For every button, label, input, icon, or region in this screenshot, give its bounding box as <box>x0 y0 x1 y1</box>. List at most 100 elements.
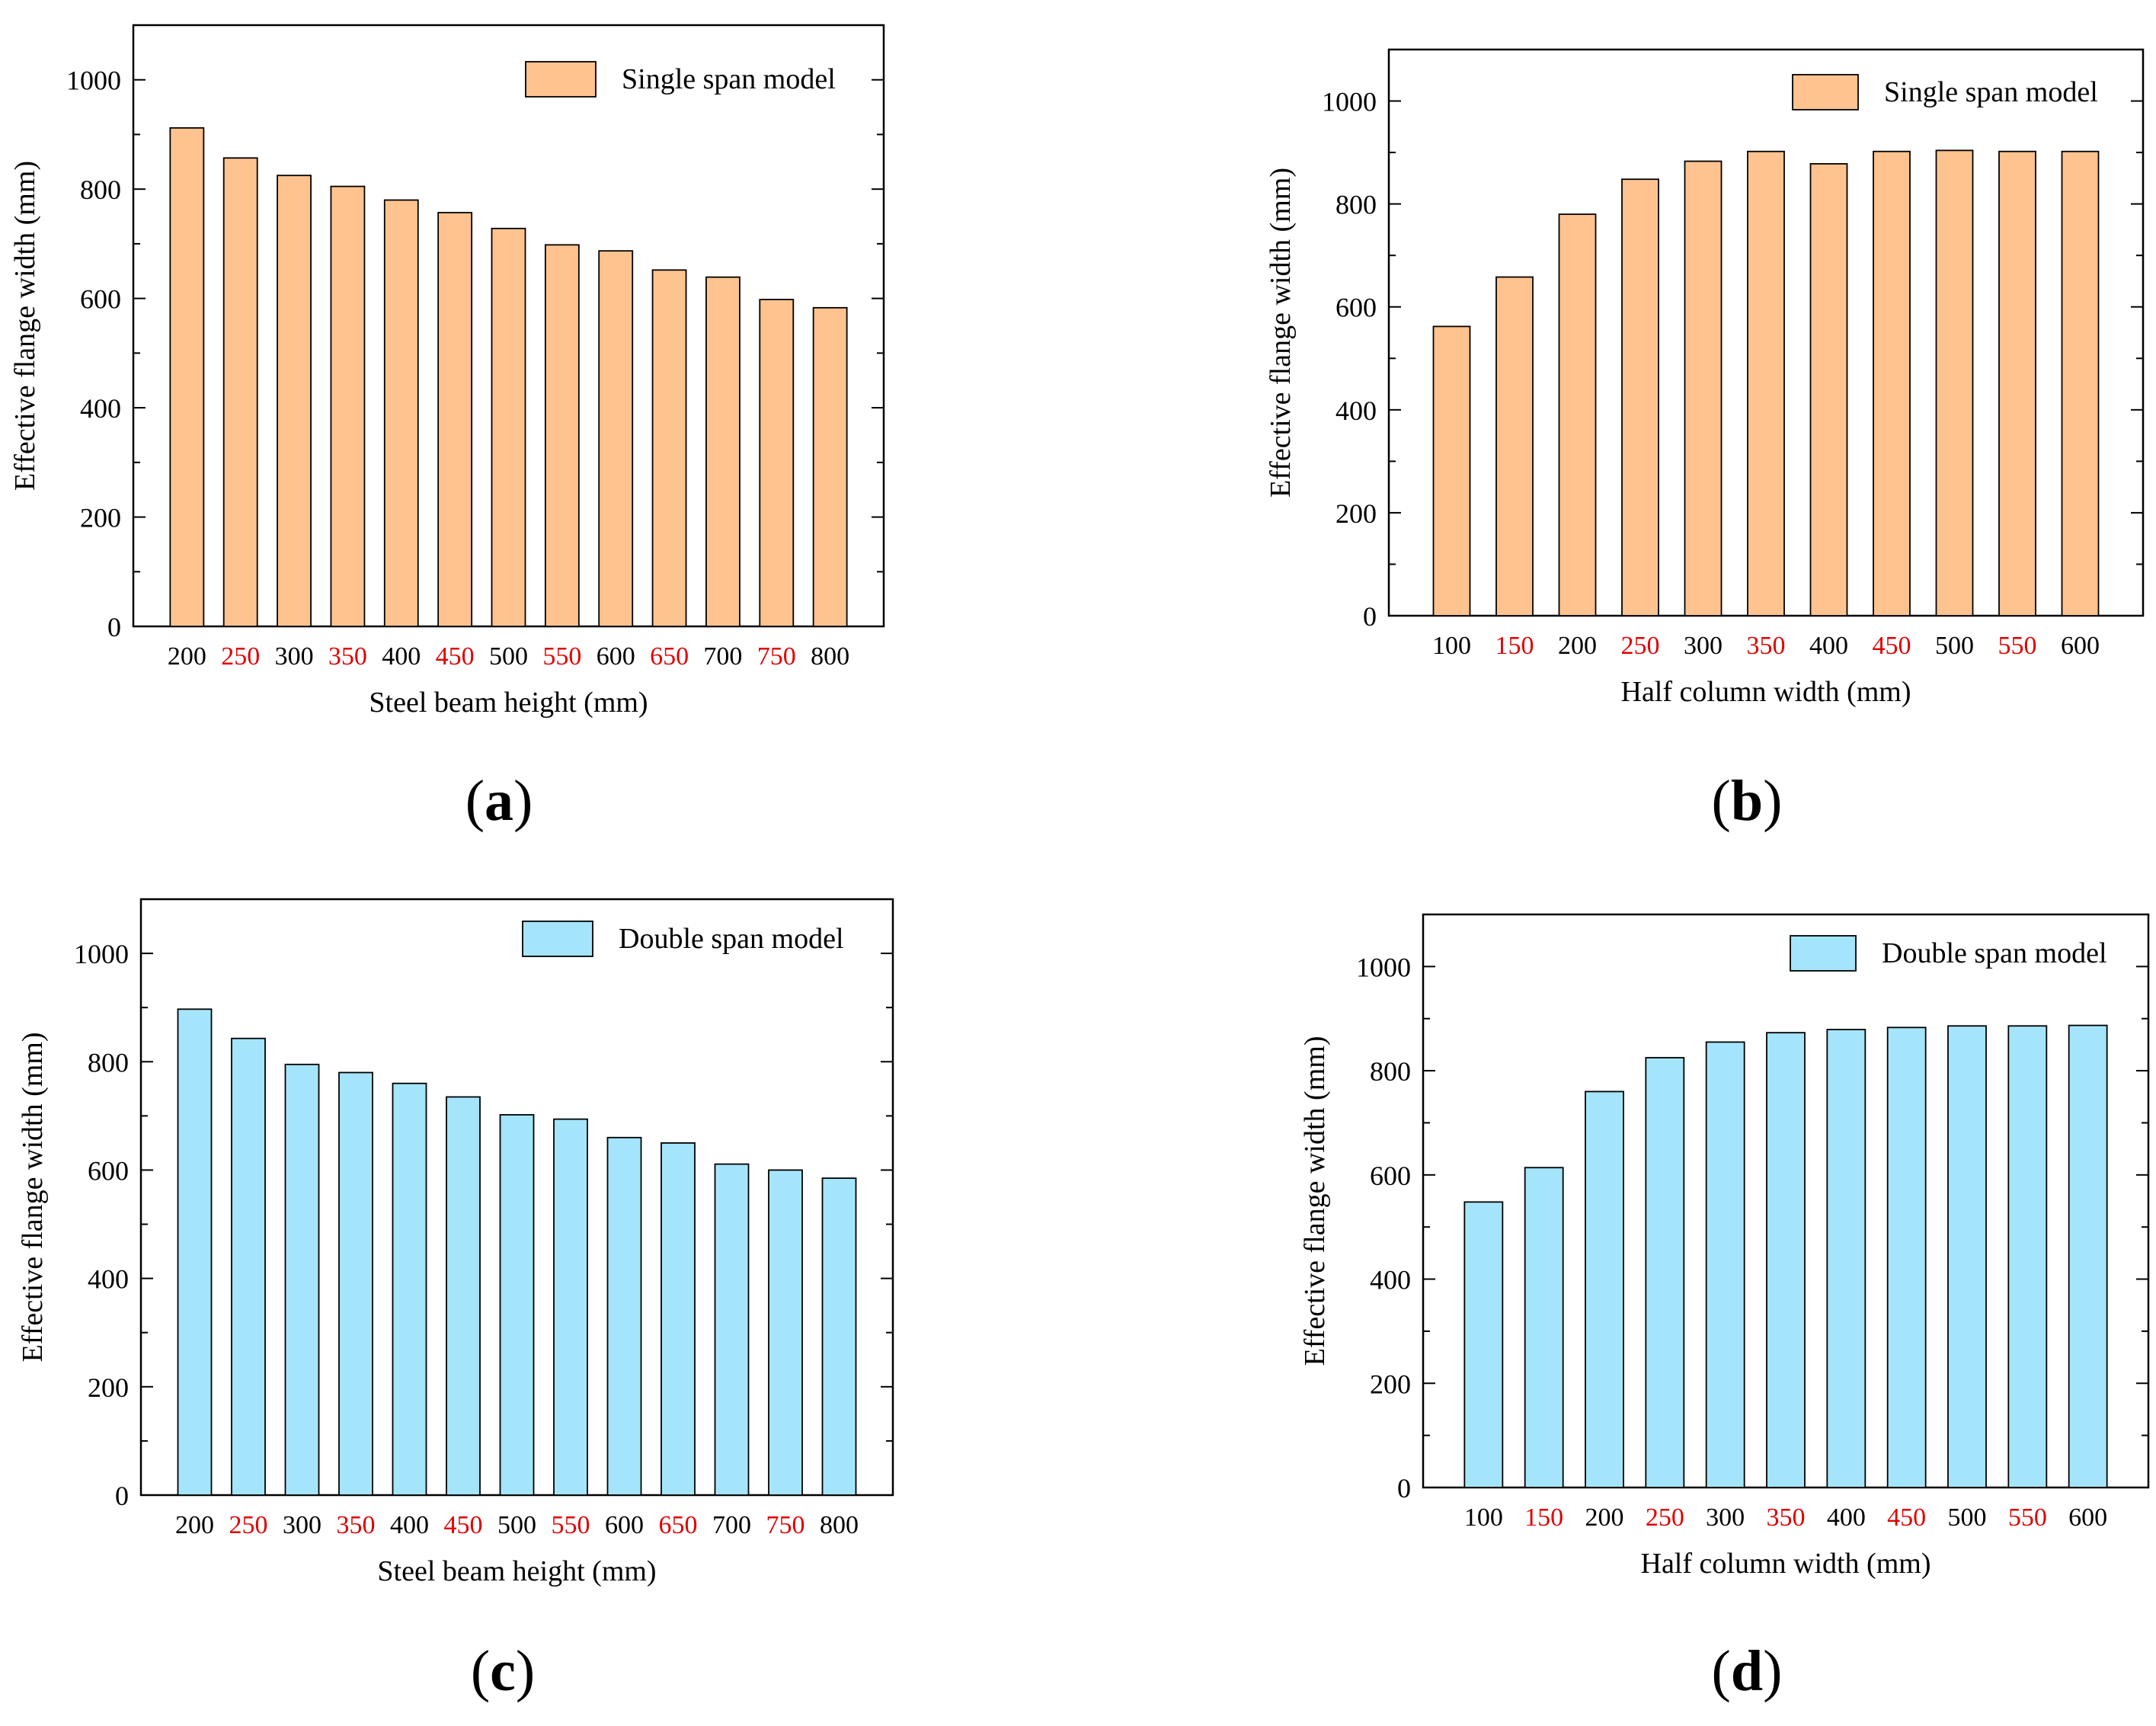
chart-a: 0 200 400 600 800 1000 200 250 300 350 400 450 500 55… <box>9 24 885 719</box>
y-tick-label: 400 <box>88 1264 129 1295</box>
x-tick-label: 400 <box>390 1511 429 1539</box>
x-tick-label: 550 <box>542 642 581 671</box>
x-tick-label: 550 <box>552 1511 590 1539</box>
x-tick-label: 100 <box>1464 1503 1503 1532</box>
y-tick-label: 1000 <box>66 66 121 96</box>
bar <box>1463 1201 1504 1488</box>
y-tick-label: 800 <box>88 1047 129 1078</box>
x-tick-label: 600 <box>2068 1503 2107 1532</box>
bar <box>544 244 580 627</box>
x-tick-label: 250 <box>229 1511 268 1539</box>
legend-swatch <box>525 61 597 98</box>
y-axis-label: Effective flange width (mm) <box>1265 168 1297 498</box>
x-tick-label: 500 <box>497 1511 536 1539</box>
x-tick-label: 600 <box>605 1511 644 1539</box>
x-tick-label: 500 <box>1935 632 1974 660</box>
x-tick-label: 200 <box>168 642 206 671</box>
y-axis-label: Effective flange width (mm) <box>9 161 41 491</box>
x-tick-label: 750 <box>766 1511 805 1539</box>
bar <box>2007 1025 2048 1488</box>
caption-b-letter: b <box>1730 769 1764 833</box>
bar <box>1947 1025 1987 1488</box>
bar <box>553 1118 588 1496</box>
x-tick-label: 300 <box>275 642 314 671</box>
bar <box>1585 1090 1624 1488</box>
x-tick-label: 300 <box>1684 632 1723 660</box>
bar <box>1873 150 1911 616</box>
bar <box>169 126 205 627</box>
y-tick-label: 400 <box>80 393 121 424</box>
chart-panel-c: 0 200 400 600 800 1000 200 250 300 350 400 450 500 55… <box>0 861 1078 1623</box>
x-tick-label: 650 <box>659 1511 698 1539</box>
legend-label: Double span model <box>619 923 844 955</box>
x-tick-label: 700 <box>703 642 742 671</box>
x-tick-label: 500 <box>1948 1503 1987 1532</box>
x-tick-label: 700 <box>712 1511 751 1539</box>
chart-d: 0 200 400 600 800 1000 100 150 200 250 300 350 400 45… <box>1299 913 2150 1580</box>
x-tick-label: 150 <box>1495 632 1534 660</box>
x-tick-label: 250 <box>1646 1503 1684 1532</box>
x-axis-label: Half column width (mm) <box>1621 676 1911 708</box>
caption-d: (d) <box>1711 1639 1783 1703</box>
bar <box>383 199 419 627</box>
x-tick-label: 100 <box>1432 632 1471 660</box>
caption-a-letter: a <box>485 769 513 833</box>
y-tick-label: 800 <box>80 175 121 205</box>
x-tick-label: 250 <box>1621 632 1660 660</box>
bar <box>499 1114 535 1496</box>
y-tick-label: 0 <box>115 1481 129 1511</box>
y-axis-label: Effective flange width (mm) <box>1299 1036 1331 1366</box>
x-tick-label: 200 <box>1585 1503 1624 1532</box>
bar <box>392 1082 427 1496</box>
caption-d-letter: d <box>1730 1639 1764 1703</box>
x-tick-label: 800 <box>820 1511 859 1539</box>
x-tick-label: 400 <box>382 642 421 671</box>
bar <box>177 1008 213 1496</box>
bar <box>2068 1024 2108 1488</box>
x-tick-label: 600 <box>597 642 635 671</box>
y-tick-label: 200 <box>1336 498 1377 529</box>
bar <box>1886 1026 1927 1488</box>
bar <box>1621 178 1659 616</box>
chart-b: 0 200 400 600 800 1000 100 150 200 250 300 350 400 45… <box>1265 48 2145 708</box>
x-tick-label: 150 <box>1524 1503 1563 1532</box>
bar <box>446 1096 481 1496</box>
legend-label: Double span model <box>1882 937 2107 969</box>
legend-label: Single span model <box>622 63 836 95</box>
bar <box>330 185 366 627</box>
y-tick-label: 600 <box>1370 1161 1411 1191</box>
y-tick-label: 1000 <box>74 939 129 969</box>
bar <box>705 276 741 627</box>
caption-b: (b) <box>1711 769 1783 833</box>
bar <box>714 1163 750 1496</box>
bar <box>1558 213 1597 616</box>
y-tick-label: 600 <box>1336 293 1377 323</box>
bar <box>1998 150 2036 616</box>
x-tick-label: 350 <box>337 1511 376 1539</box>
x-axis-label: Half column width (mm) <box>1641 1548 1931 1580</box>
x-axis-label: Steel beam height (mm) <box>369 687 648 719</box>
bar <box>661 1142 696 1496</box>
bar <box>768 1169 803 1496</box>
bar <box>821 1177 857 1496</box>
x-tick-label: 500 <box>489 642 528 671</box>
x-tick-label: 650 <box>650 642 689 671</box>
y-tick-label: 0 <box>107 612 121 642</box>
x-tick-label: 350 <box>1747 632 1786 660</box>
bar <box>491 227 526 627</box>
y-tick-label: 400 <box>1370 1265 1411 1295</box>
y-tick-label: 1000 <box>1322 87 1377 117</box>
y-axis-label: Effective flange width (mm) <box>17 1033 49 1363</box>
chart-panel-b: 0 200 400 600 800 1000 100 150 200 250 300 350 400 45… <box>1078 0 2156 762</box>
x-tick-label: 300 <box>283 1511 321 1539</box>
bar <box>284 1063 320 1496</box>
x-tick-label: 200 <box>175 1511 214 1539</box>
x-tick-label: 450 <box>436 642 475 671</box>
x-tick-label: 250 <box>221 642 260 671</box>
x-tick-label: 350 <box>1767 1503 1806 1532</box>
bar <box>1935 149 1974 616</box>
legend-swatch <box>522 921 593 957</box>
bar <box>759 299 795 627</box>
x-tick-label: 750 <box>757 642 796 671</box>
bar <box>1747 150 1785 616</box>
